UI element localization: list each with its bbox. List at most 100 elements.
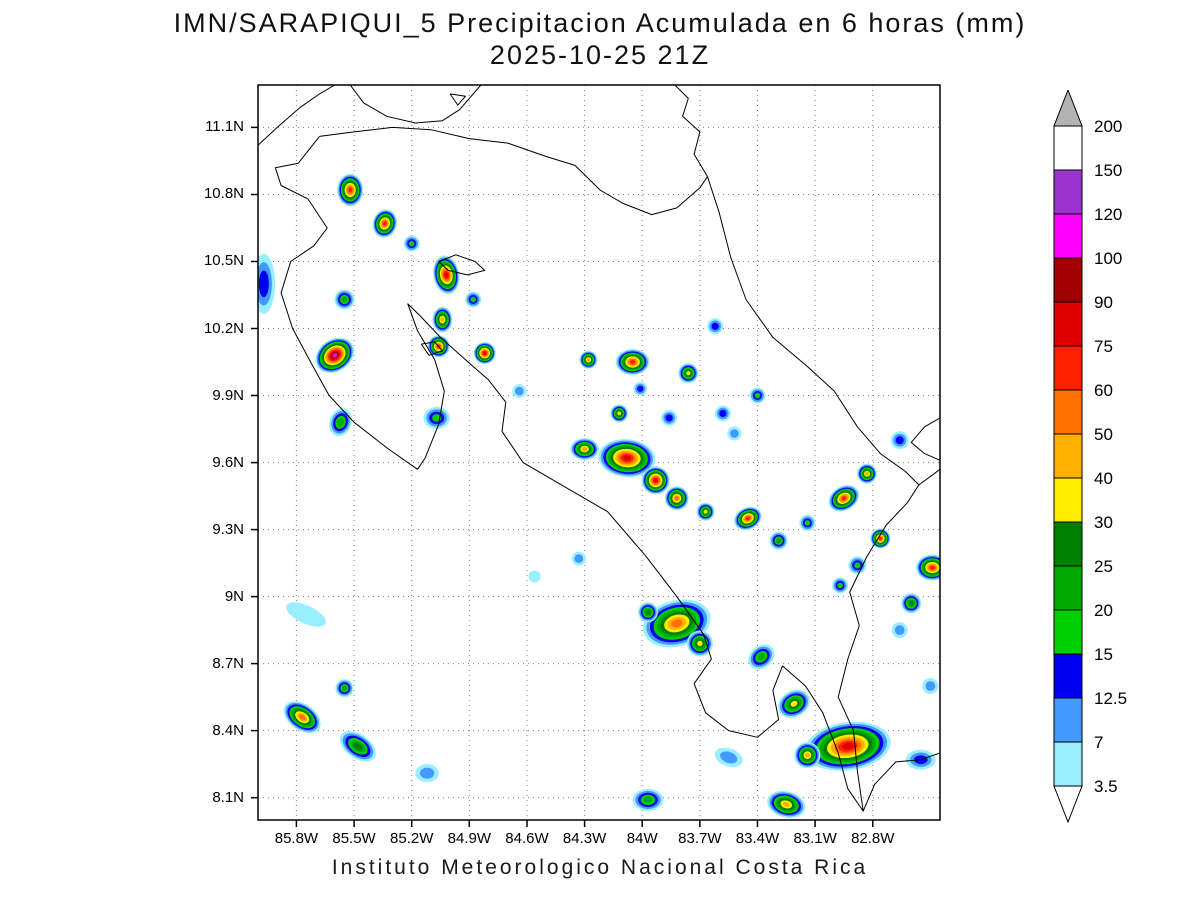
precip-cell: [749, 387, 766, 404]
precip-cell: [339, 731, 376, 762]
precip-cell: [734, 506, 762, 531]
legend-top-arrow: [1053, 90, 1083, 127]
x-axis-tick-label: 83.1W: [793, 830, 837, 847]
x-axis-tick-label: 84.9W: [447, 830, 491, 847]
legend-tick-label: 30: [1094, 513, 1113, 532]
coastline-path: [274, 126, 920, 812]
precip-cell: [922, 678, 939, 694]
coastline-path: [420, 341, 443, 356]
x-axis-tick-label: 83.7W: [678, 830, 722, 847]
precip-cell: [633, 381, 648, 396]
colorbar-legend: 200 150 120 100 90 75 60 50 40 30 25 20 15 12.5 7 3.5: [1053, 90, 1127, 824]
precip-cell: [615, 349, 650, 375]
coastline-path: [910, 417, 940, 461]
y-axis-tick-label: 8.1N: [212, 788, 244, 806]
x-axis-tick-label: 85.8W: [274, 830, 319, 847]
figure-valid-time: 2025-10-25 21Z: [489, 40, 711, 70]
precip-cell: [286, 602, 326, 627]
precip-cell: [769, 531, 788, 550]
y-axis-tick-label: 8.4N: [212, 721, 244, 739]
precip-cell: [610, 404, 629, 423]
precip-cell: [315, 337, 355, 374]
x-axis-tick-label: 83.4W: [735, 830, 780, 847]
coastline-path: [674, 85, 708, 177]
legend-band: [1053, 565, 1083, 611]
plot-frame: [257, 84, 941, 821]
y-axis-tick-label: 9.9N: [212, 386, 244, 404]
precip-cell: [777, 689, 811, 718]
x-axis-tick-label: 84.3W: [562, 830, 607, 847]
precip-cell: [329, 408, 353, 437]
precip-cell: [696, 502, 715, 521]
y-axis-tick-label: 10.8N: [203, 185, 244, 203]
precip-cell: [334, 289, 355, 310]
legend-tick-label: 200: [1094, 117, 1122, 136]
legend-tick-label: 15: [1094, 645, 1113, 664]
y-axis-tick-label: 8.7N: [212, 654, 244, 672]
precip-cell: [832, 577, 849, 594]
precip-cell: [794, 742, 821, 769]
precip-cell: [283, 701, 321, 734]
legend-band: [1053, 301, 1083, 347]
x-axis-tick-label: 82.8W: [851, 830, 895, 847]
precip-cell: [465, 291, 482, 308]
precip-cell: [432, 306, 453, 333]
legend-band: [1053, 741, 1083, 787]
legend-tick-label: 40: [1094, 469, 1113, 488]
y-axis-tick-label: 11.1N: [205, 118, 244, 136]
coastline-path: [438, 254, 486, 276]
precip-cell: [664, 486, 689, 511]
precip-cell: [901, 593, 922, 614]
precip-cell: [473, 342, 496, 365]
precip-cell: [337, 173, 364, 207]
legend-band: [1053, 125, 1083, 171]
x-axis-tick-label: 84.6W: [505, 830, 549, 847]
legend-band: [1053, 433, 1083, 479]
precip-cell: [571, 551, 586, 566]
legend-tick-label: 60: [1094, 381, 1113, 400]
x-axis-tick-label: 84W: [626, 830, 658, 847]
precip-cell: [598, 439, 656, 478]
legend-band: [1053, 609, 1083, 655]
precip-cell: [727, 426, 742, 441]
legend-tick-label: 7: [1094, 733, 1103, 752]
legend-tick-label: 3.5: [1094, 777, 1118, 796]
precip-cell: [714, 747, 743, 768]
coastline-path: [349, 85, 482, 124]
precip-cell: [570, 438, 599, 461]
legend-band: [1053, 521, 1083, 567]
legend-band: [1053, 653, 1083, 699]
legend-band: [1053, 389, 1083, 435]
precip-cell: [890, 431, 909, 450]
precip-cell: [528, 570, 541, 583]
legend-bottom-arrow: [1053, 785, 1083, 824]
map-plot: [251, 84, 941, 827]
precip-cell: [258, 253, 276, 314]
precip-cell: [767, 790, 806, 818]
precip-cell: [372, 209, 397, 238]
precip-cell: [748, 644, 775, 670]
legend-band: [1053, 697, 1083, 743]
legend-tick-label: 25: [1094, 557, 1113, 576]
precip-cell: [415, 764, 439, 783]
precip-cell: [714, 405, 731, 422]
figure-title: IMN/SARAPIQUI_5 Precipitacion Acumulada …: [173, 8, 1027, 38]
x-axis-tick-label: 85.2W: [390, 830, 434, 847]
legend-band: [1053, 345, 1083, 391]
coastline-path: [862, 752, 940, 812]
plot-area: [258, 85, 940, 820]
precip-cell: [916, 554, 940, 581]
y-axis-tick-label: 10.5N: [203, 252, 244, 270]
precip-cell: [707, 318, 724, 335]
coastline-path: [258, 85, 336, 146]
footer-credit: Instituto Meteorologico Nacional Costa R…: [331, 856, 869, 879]
y-axis-tick-label: 9N: [224, 587, 244, 605]
coastline-path: [449, 93, 466, 106]
y-axis-tick-label: 9.3N: [212, 520, 244, 538]
precip-cell: [632, 788, 664, 811]
precip-cell: [433, 255, 460, 295]
legend-band: [1053, 169, 1083, 215]
legend-tick-label: 12.5: [1094, 689, 1127, 708]
x-axis-tick-label: 85.5W: [332, 830, 376, 847]
